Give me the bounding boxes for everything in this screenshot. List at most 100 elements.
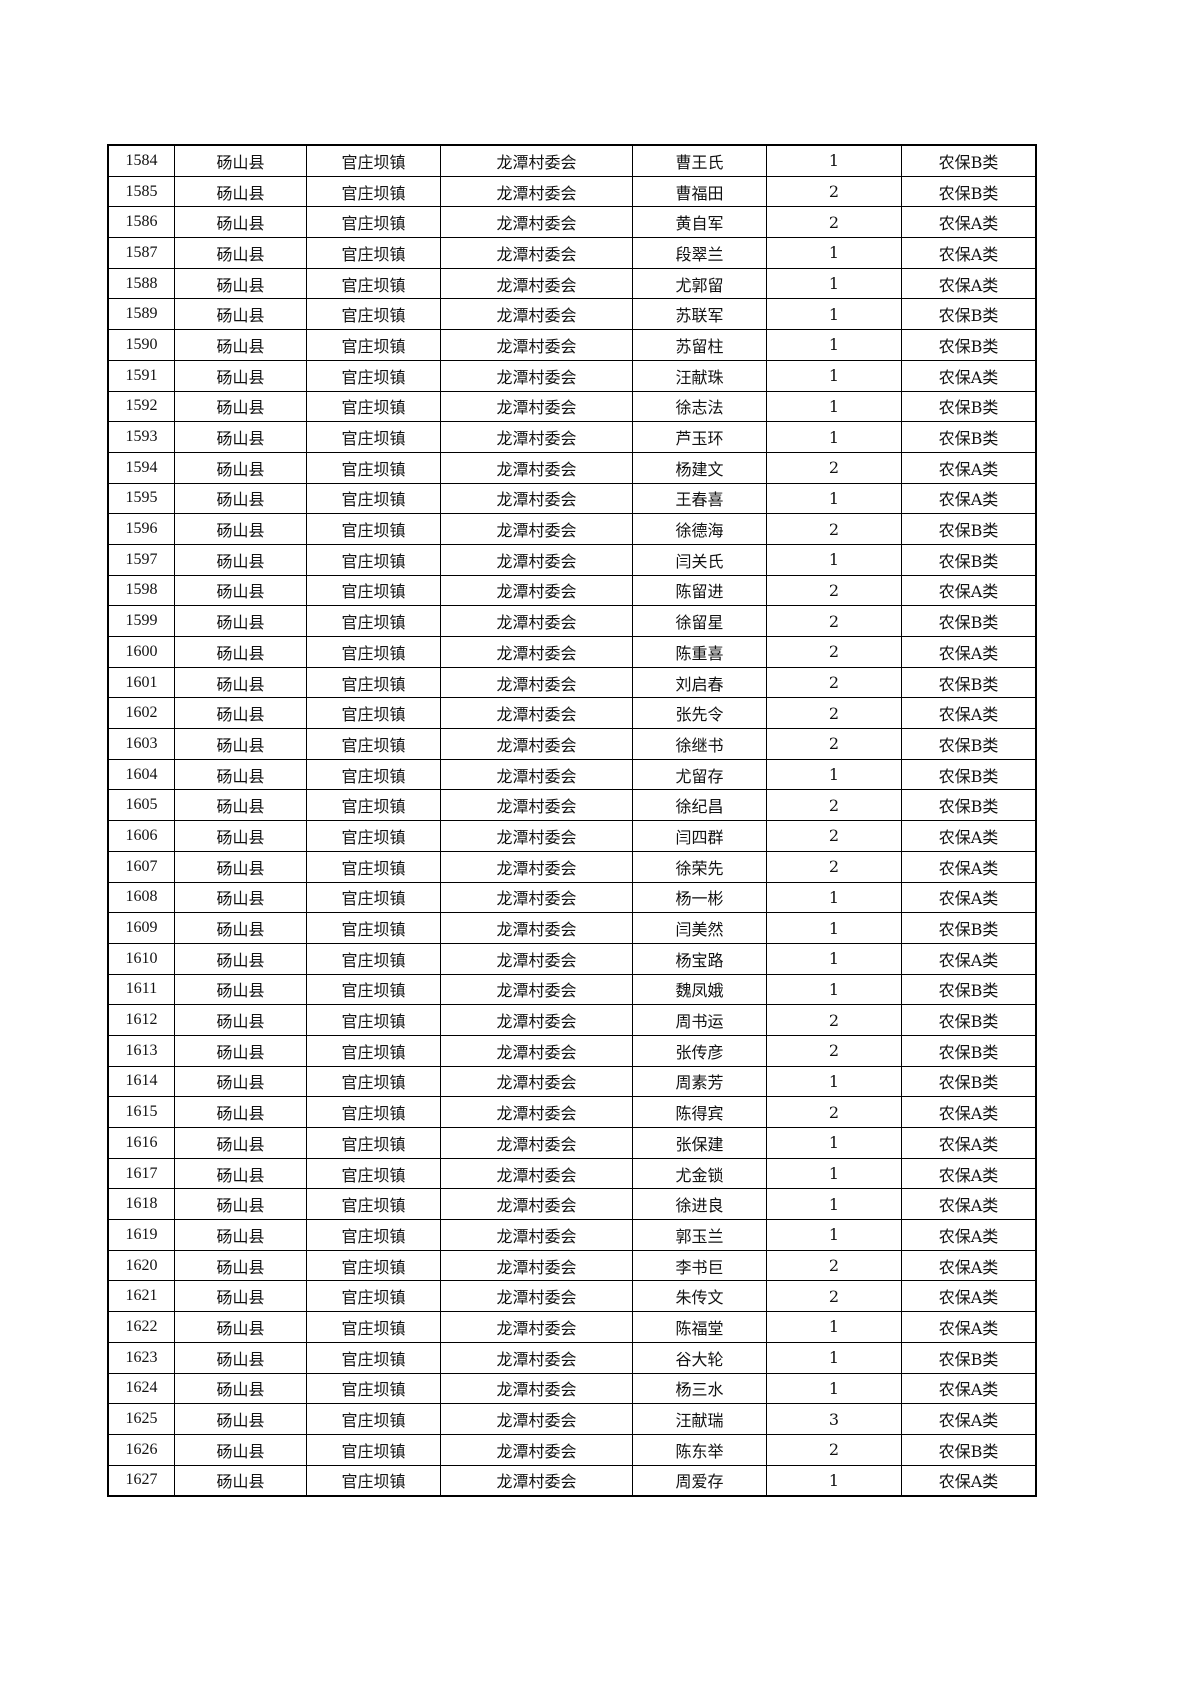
table-row: 1588 砀山县 官庄坝镇 龙潭村委会 尤郭留 1 农保A类 bbox=[107, 267, 1037, 300]
town-cell: 官庄坝镇 bbox=[306, 451, 441, 484]
name-cell: 周书运 bbox=[632, 1004, 767, 1036]
village-cell: 龙潭村委会 bbox=[440, 482, 633, 515]
category-cell: 农保A类 bbox=[901, 1127, 1037, 1159]
name-cell: 尤留存 bbox=[632, 758, 767, 791]
table-row: 1589 砀山县 官庄坝镇 龙潭村委会 苏联军 1 农保B类 bbox=[107, 298, 1037, 331]
row-number-cell: 1594 bbox=[107, 451, 175, 484]
name-cell: 张传彦 bbox=[632, 1034, 767, 1067]
village-cell: 龙潭村委会 bbox=[440, 636, 633, 668]
count-cell: 2 bbox=[766, 574, 902, 607]
count-cell: 1 bbox=[766, 912, 902, 944]
count-cell: 1 bbox=[766, 1311, 902, 1343]
county-cell: 砀山县 bbox=[174, 912, 307, 944]
count-cell: 2 bbox=[766, 636, 902, 668]
county-cell: 砀山县 bbox=[174, 697, 307, 730]
category-cell: 农保B类 bbox=[901, 144, 1037, 177]
name-cell: 段翠兰 bbox=[632, 237, 767, 269]
category-cell: 农保A类 bbox=[901, 697, 1037, 730]
count-cell: 1 bbox=[766, 881, 902, 914]
county-cell: 砀山县 bbox=[174, 298, 307, 331]
town-cell: 官庄坝镇 bbox=[306, 175, 441, 208]
village-cell: 龙潭村委会 bbox=[440, 1433, 633, 1466]
county-cell: 砀山县 bbox=[174, 973, 307, 1006]
row-number-cell: 1622 bbox=[107, 1311, 175, 1343]
name-cell: 杨建文 bbox=[632, 451, 767, 484]
name-cell: 徐纪昌 bbox=[632, 789, 767, 822]
county-cell: 砀山县 bbox=[174, 543, 307, 576]
name-cell: 汪献珠 bbox=[632, 359, 767, 392]
count-cell: 1 bbox=[766, 267, 902, 300]
table-row: 1623 砀山县 官庄坝镇 龙潭村委会 谷大轮 1 农保B类 bbox=[107, 1341, 1037, 1374]
name-cell: 李书巨 bbox=[632, 1249, 767, 1282]
town-cell: 官庄坝镇 bbox=[306, 1372, 441, 1405]
name-cell: 杨宝路 bbox=[632, 942, 767, 975]
county-cell: 砀山县 bbox=[174, 513, 307, 545]
name-cell: 朱传文 bbox=[632, 1280, 767, 1313]
village-cell: 龙潭村委会 bbox=[440, 850, 633, 883]
row-number-cell: 1603 bbox=[107, 728, 175, 760]
table-row: 1587 砀山县 官庄坝镇 龙潭村委会 段翠兰 1 农保A类 bbox=[107, 237, 1037, 269]
count-cell: 1 bbox=[766, 421, 902, 453]
town-cell: 官庄坝镇 bbox=[306, 1127, 441, 1159]
name-cell: 徐荣先 bbox=[632, 850, 767, 883]
name-cell: 杨一彬 bbox=[632, 881, 767, 914]
town-cell: 官庄坝镇 bbox=[306, 820, 441, 852]
town-cell: 官庄坝镇 bbox=[306, 973, 441, 1006]
name-cell: 周爱存 bbox=[632, 1464, 767, 1497]
village-cell: 龙潭村委会 bbox=[440, 421, 633, 453]
county-cell: 砀山县 bbox=[174, 1004, 307, 1036]
category-cell: 农保A类 bbox=[901, 574, 1037, 607]
county-cell: 砀山县 bbox=[174, 666, 307, 699]
row-number-cell: 1618 bbox=[107, 1188, 175, 1221]
table-row: 1600 砀山县 官庄坝镇 龙潭村委会 陈重喜 2 农保A类 bbox=[107, 636, 1037, 668]
village-cell: 龙潭村委会 bbox=[440, 1403, 633, 1435]
category-cell: 农保A类 bbox=[901, 359, 1037, 392]
count-cell: 1 bbox=[766, 973, 902, 1006]
count-cell: 1 bbox=[766, 942, 902, 975]
category-cell: 农保A类 bbox=[901, 1280, 1037, 1313]
county-cell: 砀山县 bbox=[174, 267, 307, 300]
village-cell: 龙潭村委会 bbox=[440, 1188, 633, 1221]
count-cell: 1 bbox=[766, 237, 902, 269]
category-cell: 农保A类 bbox=[901, 1096, 1037, 1128]
table-row: 1595 砀山县 官庄坝镇 龙潭村委会 王春喜 1 农保A类 bbox=[107, 482, 1037, 515]
category-cell: 农保B类 bbox=[901, 390, 1037, 423]
village-cell: 龙潭村委会 bbox=[440, 1127, 633, 1159]
county-cell: 砀山县 bbox=[174, 237, 307, 269]
category-cell: 农保A类 bbox=[901, 942, 1037, 975]
table-row: 1617 砀山县 官庄坝镇 龙潭村委会 尤金锁 1 农保A类 bbox=[107, 1157, 1037, 1190]
count-cell: 1 bbox=[766, 1219, 902, 1251]
county-cell: 砀山县 bbox=[174, 451, 307, 484]
town-cell: 官庄坝镇 bbox=[306, 482, 441, 515]
village-cell: 龙潭村委会 bbox=[440, 175, 633, 208]
category-cell: 农保A类 bbox=[901, 1311, 1037, 1343]
town-cell: 官庄坝镇 bbox=[306, 789, 441, 822]
village-cell: 龙潭村委会 bbox=[440, 574, 633, 607]
town-cell: 官庄坝镇 bbox=[306, 1188, 441, 1221]
row-number-cell: 1591 bbox=[107, 359, 175, 392]
name-cell: 陈福堂 bbox=[632, 1311, 767, 1343]
table-row: 1620 砀山县 官庄坝镇 龙潭村委会 李书巨 2 农保A类 bbox=[107, 1249, 1037, 1282]
village-cell: 龙潭村委会 bbox=[440, 820, 633, 852]
town-cell: 官庄坝镇 bbox=[306, 1249, 441, 1282]
count-cell: 2 bbox=[766, 820, 902, 852]
row-number-cell: 1625 bbox=[107, 1403, 175, 1435]
village-cell: 龙潭村委会 bbox=[440, 1249, 633, 1282]
town-cell: 官庄坝镇 bbox=[306, 728, 441, 760]
count-cell: 1 bbox=[766, 1127, 902, 1159]
row-number-cell: 1621 bbox=[107, 1280, 175, 1313]
row-number-cell: 1601 bbox=[107, 666, 175, 699]
name-cell: 曹福田 bbox=[632, 175, 767, 208]
village-cell: 龙潭村委会 bbox=[440, 144, 633, 177]
row-number-cell: 1598 bbox=[107, 574, 175, 607]
category-cell: 农保B类 bbox=[901, 513, 1037, 545]
row-number-cell: 1612 bbox=[107, 1004, 175, 1036]
town-cell: 官庄坝镇 bbox=[306, 421, 441, 453]
table-row: 1597 砀山县 官庄坝镇 龙潭村委会 闫关氏 1 农保B类 bbox=[107, 543, 1037, 576]
table-row: 1593 砀山县 官庄坝镇 龙潭村委会 芦玉环 1 农保B类 bbox=[107, 421, 1037, 453]
category-cell: 农保B类 bbox=[901, 973, 1037, 1006]
count-cell: 1 bbox=[766, 298, 902, 331]
county-cell: 砀山县 bbox=[174, 1403, 307, 1435]
row-number-cell: 1624 bbox=[107, 1372, 175, 1405]
town-cell: 官庄坝镇 bbox=[306, 206, 441, 239]
